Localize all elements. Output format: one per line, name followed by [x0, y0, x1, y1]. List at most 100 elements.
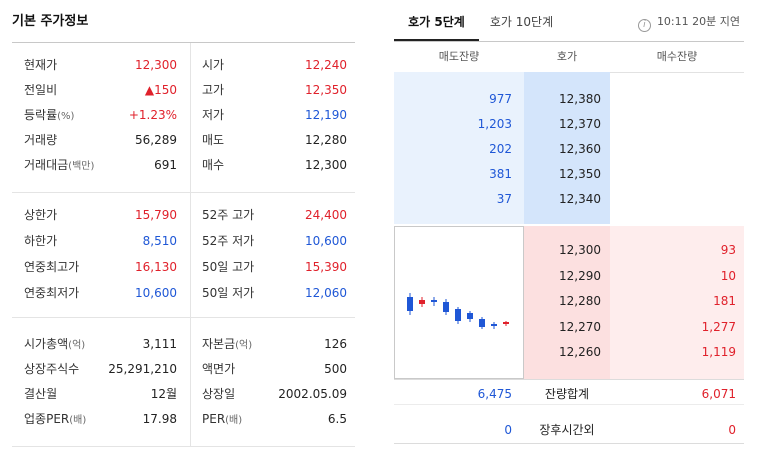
info-value: 8,510	[142, 234, 177, 248]
bid-price: 12,280	[559, 294, 601, 308]
candle-up	[503, 322, 509, 324]
info-label: 하한가	[24, 229, 57, 254]
info-value: 126	[324, 337, 347, 351]
ask-price: 12,380	[559, 92, 601, 106]
info-text: 상장주식수	[24, 362, 80, 376]
info-text: (%)	[57, 111, 75, 122]
section-divider	[12, 192, 355, 193]
info-text: 매도	[202, 133, 225, 147]
info-row: 연중최고가 16,130 50일 고가 15,390	[12, 255, 355, 280]
info-label: 시가총액(억)	[24, 332, 85, 358]
info-value: 15,390	[305, 260, 347, 274]
bid-row[interactable]: 12,280 181	[394, 289, 744, 314]
info-value: 691	[154, 158, 177, 172]
info-text: 50일 고가	[202, 260, 255, 274]
tab-orderbook-10[interactable]: 호가 10단계	[489, 15, 554, 29]
bid-qty-area	[610, 226, 744, 379]
info-value: 12,060	[305, 286, 347, 300]
ask-row[interactable]: 381 12,350	[394, 162, 744, 187]
info-text: 상장일	[202, 387, 236, 401]
bid-row[interactable]: 12,290 10	[394, 264, 744, 289]
info-label: 자본금(억)	[202, 332, 252, 358]
bid-row[interactable]: 12,270 1,277	[394, 315, 744, 340]
info-text: 액면가	[202, 362, 236, 376]
divider	[12, 42, 355, 43]
bid-qty: 181	[713, 294, 736, 308]
info-row: 거래량 56,289 매도 12,280	[12, 128, 355, 153]
info-label: 연중최저가	[24, 281, 79, 306]
info-text: 50일 저가	[202, 286, 255, 300]
summary-row: 6,475 잔량합계 6,071	[394, 382, 744, 407]
bid-row[interactable]: 12,260 1,119	[394, 340, 744, 365]
info-value: 6.5	[327, 412, 347, 426]
info-text: PER	[202, 412, 226, 426]
ask-row[interactable]: 1,203 12,370	[394, 112, 744, 137]
info-row: 결산월 12월 상장일 2002.05.09	[12, 382, 355, 407]
candle-down	[467, 313, 473, 319]
info-value: +1.23%	[128, 108, 177, 122]
info-row: 하한가 8,510 52주 저가 10,600	[12, 229, 355, 254]
info-value: 12,190	[305, 108, 347, 122]
orderbook-panel: 호가 5단계 호가 10단계 i 10:11 20분 지연 매도잔량 호가 매수잔…	[394, 0, 744, 455]
candle-down	[443, 302, 449, 312]
divider	[394, 404, 744, 405]
info-label: 거래량	[24, 128, 57, 153]
info-value: 12,300	[135, 58, 177, 72]
info-label: 현재가	[24, 53, 57, 78]
ask-price: 12,340	[559, 192, 601, 206]
info-value: 56,289	[135, 133, 177, 147]
ask-price: 12,370	[559, 117, 601, 131]
info-label: 50일 저가	[202, 281, 254, 306]
info-icon[interactable]: i	[637, 19, 651, 32]
info-row: 전일비 ▲150 고가 12,350	[12, 78, 355, 103]
ask-price: 12,360	[559, 142, 601, 156]
info-text: 시가총액	[24, 337, 69, 351]
info-row: 현재가 12,300 시가 12,240	[12, 53, 355, 78]
bid-price: 12,270	[559, 319, 601, 334]
info-text: (억)	[235, 340, 253, 351]
summary-label: 장후시간외	[539, 423, 595, 437]
ask-row[interactable]: 977 12,380	[394, 87, 744, 112]
bid-qty: 10	[720, 268, 736, 283]
ask-price-area	[524, 72, 610, 224]
info-text: 52주 저가	[202, 234, 255, 248]
candle-down	[407, 297, 413, 311]
bid-qty: 1,277	[701, 319, 736, 334]
basic-info-panel: 기본 주가정보 현재가 12,300 시가 12,240 전일비 ▲150 고가 12,350…	[12, 0, 355, 455]
info-label: 상한가	[24, 203, 57, 228]
info-text: 연중최고가	[24, 260, 80, 274]
mini-candle-chart	[394, 226, 524, 379]
info-label: 시가	[202, 53, 224, 78]
info-label: 등락률(%)	[24, 103, 74, 129]
mini-candle-svg	[407, 293, 509, 329]
summary-row: 0 장후시간외 0	[394, 418, 744, 443]
info-text: 상한가	[24, 208, 58, 222]
candle-down	[479, 319, 485, 327]
tab-orderbook-5[interactable]: 호가 5단계	[394, 5, 479, 41]
bid-row[interactable]: 12,300 93	[394, 238, 744, 263]
delay-time-info: i 10:11 20분 지연	[637, 12, 740, 32]
info-value: 10,600	[135, 286, 177, 300]
info-row: 상한가 15,790 52주 고가 24,400	[12, 203, 355, 228]
ask-row[interactable]: 202 12,360	[394, 137, 744, 162]
ask-row[interactable]: 37 12,340	[394, 187, 744, 212]
column-divider	[190, 193, 191, 317]
ask-qty: 381	[489, 167, 512, 181]
info-text: (배)	[69, 415, 87, 426]
column-divider	[190, 43, 191, 192]
ask-qty: 202	[489, 142, 512, 156]
info-text: (배)	[225, 415, 243, 426]
info-text: 등락률	[24, 108, 58, 122]
info-value: 15,790	[135, 208, 177, 222]
info-label: 저가	[202, 103, 224, 128]
info-text: (억)	[68, 340, 86, 351]
info-value: 17.98	[142, 412, 177, 426]
info-label: 업종PER(배)	[24, 407, 86, 433]
info-label: 매도	[202, 128, 224, 153]
info-value: ▲150	[144, 83, 177, 97]
divider	[394, 443, 744, 444]
info-value: 25,291,210	[108, 362, 177, 376]
info-value: 500	[324, 362, 347, 376]
info-label: 52주 저가	[202, 229, 254, 254]
info-row: 시가총액(억) 3,111 자본금(억) 126	[12, 332, 355, 357]
